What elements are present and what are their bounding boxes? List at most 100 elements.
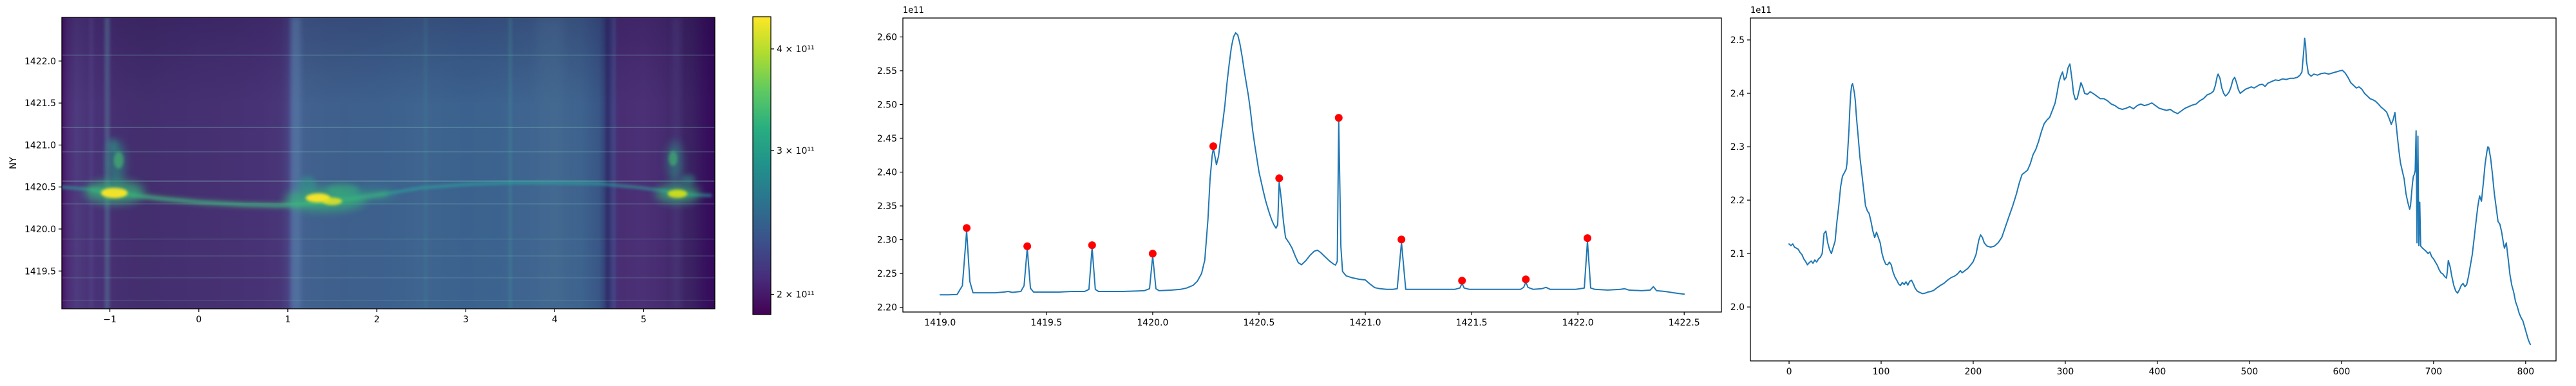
plot-spines (1750, 17, 2557, 362)
y-tick-label: 1422.0 (24, 57, 56, 67)
heatmap-image (62, 17, 715, 309)
colorbar-tick-label: 3 × 10¹¹ (777, 146, 815, 156)
y-tick-label: 2.20 (877, 303, 897, 313)
emission-blob (681, 174, 696, 185)
y-tick-label: 1419.5 (24, 266, 56, 277)
y-tick-label: 1421.5 (24, 98, 56, 109)
peak-marker-dot (1209, 142, 1217, 151)
rfi-stripe (89, 17, 94, 309)
x-tick-label: 600 (2333, 367, 2351, 377)
y-tick-label: 1421.0 (24, 140, 56, 151)
x-tick-label: 1422.0 (1562, 318, 1594, 328)
emission-blob (668, 151, 677, 167)
x-tick-label: 300 (2057, 367, 2074, 377)
y-tick-label: 2.2 (1730, 196, 1745, 206)
x-tick-label: 1420.0 (1137, 318, 1168, 328)
y-tick-label: 2.1 (1730, 249, 1745, 259)
peak-marker-dot (963, 224, 971, 232)
y-tick-label: 2.0 (1730, 302, 1745, 313)
x-tick-label: 4 (552, 315, 558, 325)
interference-line (62, 255, 715, 257)
peak-marker-dot (1334, 114, 1343, 122)
x-tick-label: 1422.5 (1669, 318, 1700, 328)
tick-marks (1747, 39, 2526, 364)
peak-marker-dot (1023, 242, 1032, 250)
x-tick-label: 3 (463, 315, 469, 325)
peak-marker-dot (1088, 241, 1096, 250)
x-tick-label: 1 (285, 315, 290, 325)
axis-offset-label: 1e11 (1750, 6, 1772, 15)
x-tick-label: 5 (641, 315, 647, 325)
peak-marker-dot (1275, 174, 1283, 183)
interference-line (62, 203, 715, 205)
colorbar-tick-label: 4 × 10¹¹ (777, 44, 815, 55)
tick-labels: −1 0 1 2 3 4 5 1419.5 1420.0 1420.5 1421.0 1421.5 14… (24, 57, 647, 325)
rfi-stripe (104, 17, 110, 309)
drift-plot-axes: 0 100 200 300 400 500 600 700 800 2.0 2.1 2.2 2.3 2.4… (1730, 6, 2557, 377)
y-tick-label: 1420.0 (24, 225, 56, 235)
interference-line (62, 277, 715, 279)
plot-spines (902, 17, 1722, 313)
x-tick-label: 1421.5 (1456, 318, 1488, 328)
rfi-stripe (613, 17, 616, 309)
spectrum-plot-axes: 1419.0 1419.5 1420.0 1420.5 1421.0 1421.5 1422… (877, 6, 1722, 328)
colorbar-tick-label: 2 × 10¹¹ (777, 290, 815, 300)
plot-spines (61, 17, 715, 309)
x-tick-label: 200 (1965, 367, 1982, 377)
y-tick-label: 2.40 (877, 168, 897, 178)
rfi-stripe (508, 17, 512, 309)
peak-marker-dot (1458, 277, 1466, 285)
emission-blob (347, 188, 397, 200)
x-tick-label: 1421.0 (1350, 318, 1381, 328)
tick-labels: 1419.0 1419.5 1420.0 1420.5 1421.0 1421.5 1422… (877, 32, 1700, 328)
emission-blob (100, 187, 128, 198)
y-tick-label: 2.25 (877, 269, 897, 279)
x-tick-label: −1 (103, 315, 117, 325)
rfi-stripe (291, 17, 301, 309)
x-tick-label: 0 (196, 315, 202, 325)
y-tick-label: 2.60 (877, 32, 897, 42)
emission-blob (108, 138, 117, 152)
emission-blob (667, 189, 688, 198)
interference-line (62, 238, 715, 240)
x-tick-label: 1419.0 (924, 318, 956, 328)
tick-marks (900, 36, 1685, 315)
y-tick-label: 1420.5 (24, 183, 56, 193)
rfi-stripe (606, 17, 610, 309)
y-tick-label: 2.35 (877, 201, 897, 212)
interference-line (62, 299, 715, 301)
peak-markers (963, 114, 1592, 285)
drift-line (1788, 37, 2531, 345)
peak-marker-dot (1522, 275, 1530, 284)
peak-marker-dot (1397, 235, 1406, 244)
rfi-stripe (536, 17, 564, 309)
interference-line (62, 127, 715, 129)
x-tick-label: 400 (2149, 367, 2166, 377)
peak-marker-dot (1584, 234, 1592, 243)
heatmap-axes: −1 0 1 2 3 4 5 1419.5 1420.0 1420.5 1421.0 1421.5 14… (8, 17, 715, 325)
colorbar-gradient (752, 16, 772, 315)
y-tick-label: 2.30 (877, 235, 897, 246)
y-tick-label: 2.3 (1730, 142, 1745, 152)
x-tick-label: 700 (2425, 367, 2442, 377)
emission-blob (298, 176, 317, 193)
x-tick-label: 500 (2241, 367, 2259, 377)
tick-marks (59, 60, 645, 312)
x-tick-label: 2 (374, 315, 380, 325)
y-tick-label: 2.55 (877, 66, 897, 77)
y-tick-label: 2.50 (877, 100, 897, 110)
interference-line (62, 180, 715, 182)
x-tick-label: 0 (1786, 367, 1792, 377)
x-tick-label: 1420.5 (1243, 318, 1274, 328)
axis-offset-label: 1e11 (903, 6, 924, 15)
x-tick-label: 1419.5 (1030, 318, 1062, 328)
